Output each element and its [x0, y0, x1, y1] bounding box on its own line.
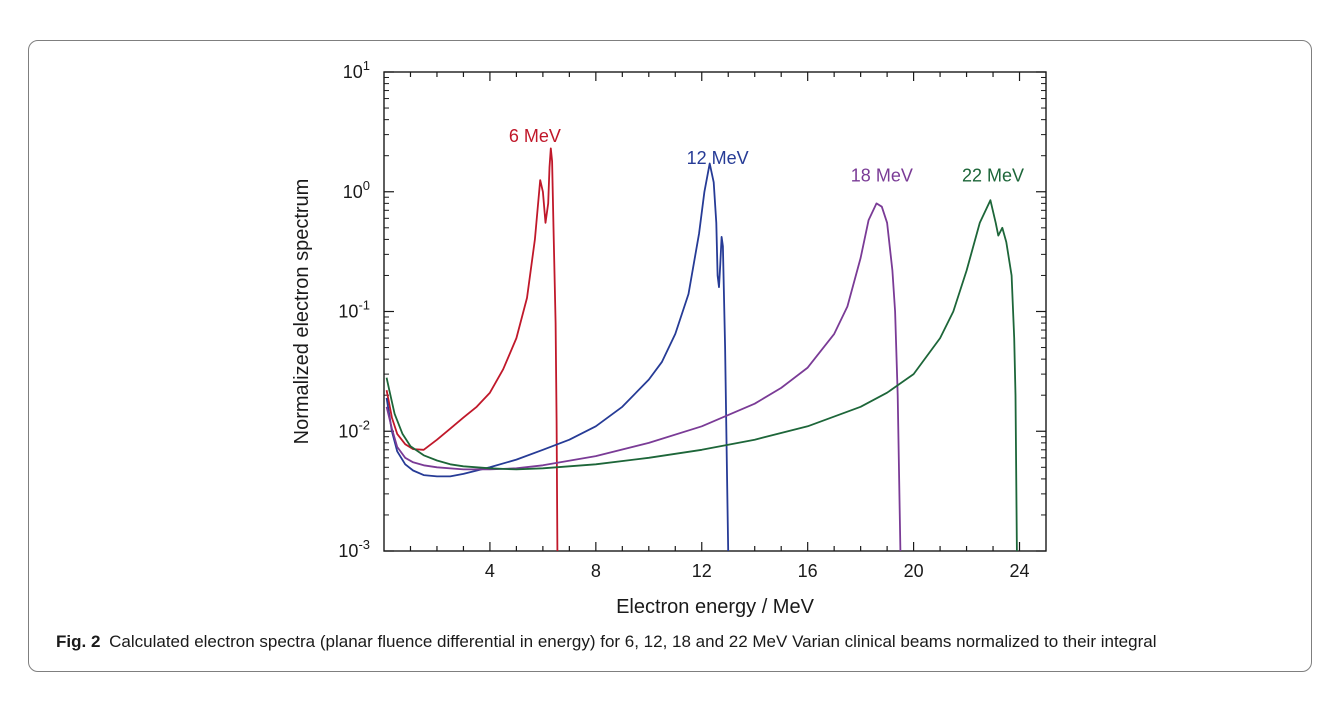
y-tick-label: 10-2 [338, 417, 370, 441]
series-line-12-mev [385, 162, 730, 552]
x-tick-label: 20 [904, 561, 924, 581]
figure-frame [28, 40, 1312, 672]
x-tick-label: 24 [1010, 561, 1030, 581]
y-tick-label: 10-1 [338, 298, 370, 322]
caption-label: Fig. 2 [56, 632, 101, 651]
series-line-18-mev [385, 202, 902, 552]
x-tick-label: 4 [485, 561, 495, 581]
series-line-22-mev [385, 199, 1018, 552]
spectrum-chart: 4 8 12 16 20 24 10-3 10-2 10-1 100 101 6 MeV 12 MeV 1… [291, 58, 1047, 618]
x-tick-label: 16 [798, 561, 818, 581]
x-tick-label: 8 [591, 561, 601, 581]
caption-text: Calculated electron spectra (planar flue… [109, 632, 1157, 651]
y-tick-label: 100 [343, 178, 370, 202]
series-label: 18 MeV [851, 165, 913, 185]
y-tick-label: 101 [343, 58, 370, 82]
x-tick-label: 12 [692, 561, 712, 581]
series-label: 22 MeV [962, 165, 1024, 185]
x-axis-title: Electron energy / MeV [616, 596, 815, 618]
series-label: 6 MeV [509, 126, 561, 146]
series-label: 12 MeV [687, 148, 749, 168]
figure-caption: Fig. 2 Calculated electron spectra (plan… [56, 632, 1296, 652]
y-axis-title: Normalized electron spectrum [291, 179, 313, 445]
y-tick-label: 10-3 [338, 537, 370, 561]
plot-frame [383, 71, 1047, 552]
plot-area: 4 8 12 16 20 24 10-3 10-2 10-1 100 101 6 MeV 12 MeV 1… [338, 58, 1047, 581]
series-line-6-mev [385, 147, 559, 552]
